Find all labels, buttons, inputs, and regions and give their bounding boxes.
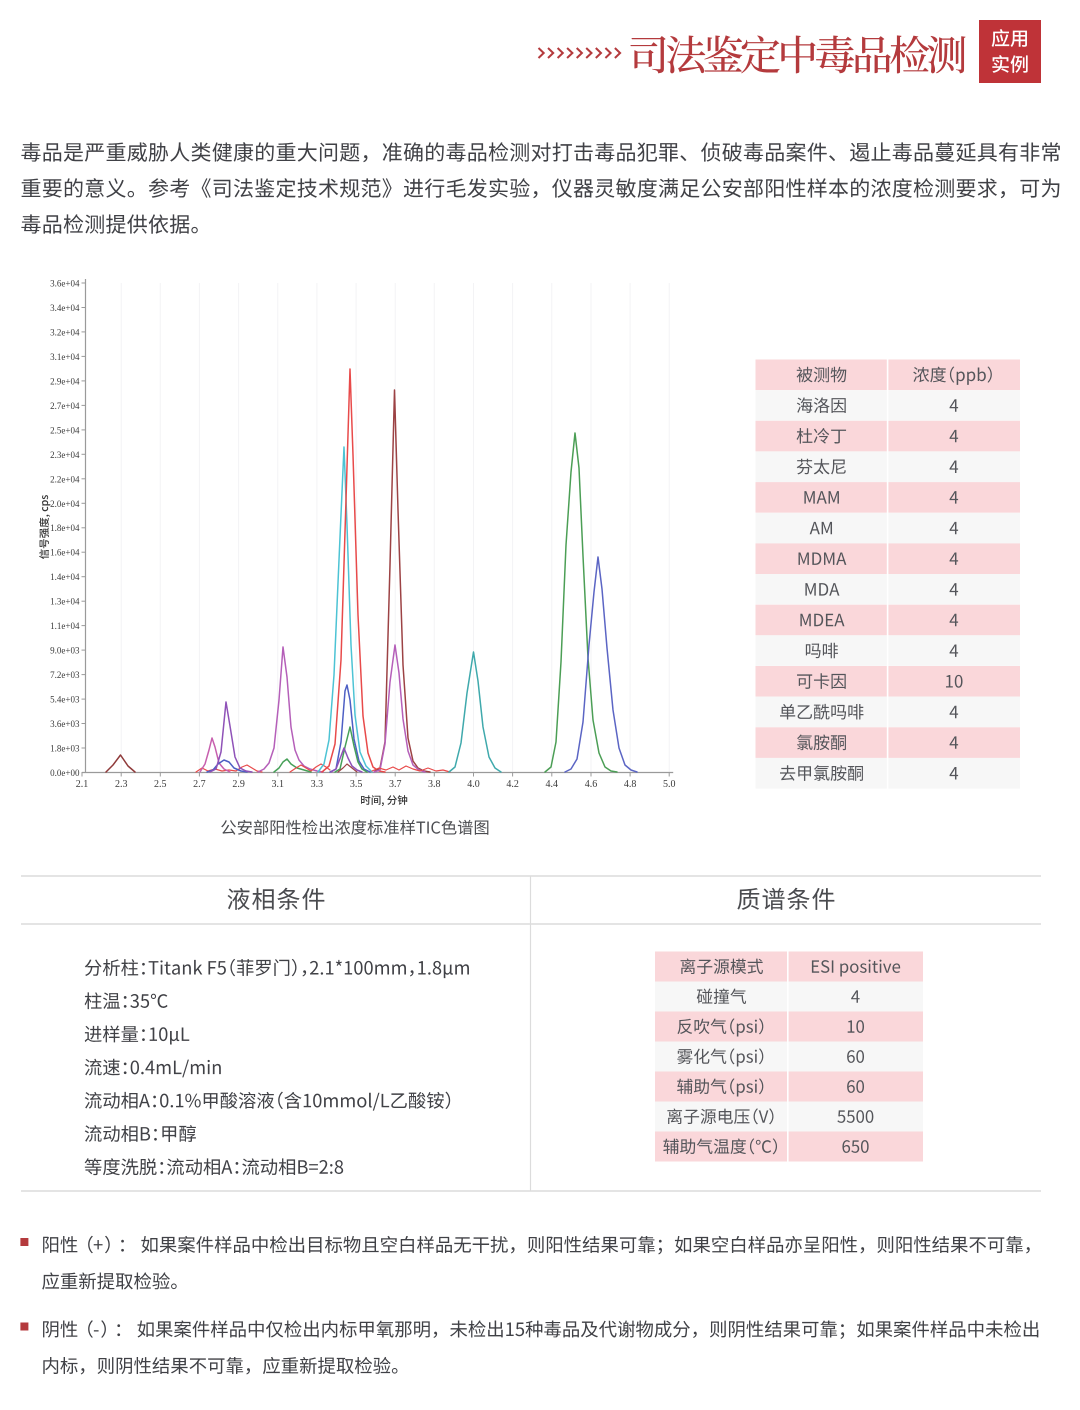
svg-text:1.4e+04: 1.4e+04 bbox=[50, 572, 80, 582]
svg-text:0.0e+00: 0.0e+00 bbox=[50, 768, 80, 778]
svg-text:3.6e+04: 3.6e+04 bbox=[50, 279, 80, 289]
svg-text:4.4: 4.4 bbox=[546, 779, 559, 790]
svg-text:1.6e+04: 1.6e+04 bbox=[50, 548, 80, 558]
svg-text:4.8: 4.8 bbox=[624, 779, 637, 790]
svg-text:2.3e+04: 2.3e+04 bbox=[50, 450, 80, 460]
svg-text:2.7: 2.7 bbox=[193, 779, 206, 790]
svg-text:3.1e+04: 3.1e+04 bbox=[50, 352, 80, 362]
svg-text:2.3: 2.3 bbox=[115, 779, 128, 790]
svg-text:2.9e+04: 2.9e+04 bbox=[50, 376, 80, 386]
svg-text:1.8e+04: 1.8e+04 bbox=[50, 523, 80, 533]
svg-text:4.6: 4.6 bbox=[585, 779, 598, 790]
svg-text:2.0e+04: 2.0e+04 bbox=[50, 499, 80, 509]
svg-text:1.1e+04: 1.1e+04 bbox=[50, 621, 80, 631]
svg-text:1.3e+04: 1.3e+04 bbox=[50, 597, 80, 607]
svg-text:7.2e+03: 7.2e+03 bbox=[50, 670, 80, 680]
svg-text:2.2e+04: 2.2e+04 bbox=[50, 474, 80, 484]
svg-text:2.5e+04: 2.5e+04 bbox=[50, 425, 80, 435]
svg-text:1.8e+03: 1.8e+03 bbox=[50, 744, 80, 754]
svg-text:3.7: 3.7 bbox=[389, 779, 402, 790]
svg-text:3.3: 3.3 bbox=[311, 779, 324, 790]
svg-text:2.1: 2.1 bbox=[76, 779, 89, 790]
svg-text:4.2: 4.2 bbox=[506, 779, 519, 790]
svg-text:3.5: 3.5 bbox=[350, 779, 363, 790]
svg-text:2.9: 2.9 bbox=[232, 779, 245, 790]
svg-text:2.5: 2.5 bbox=[154, 779, 167, 790]
svg-text:9.0e+03: 9.0e+03 bbox=[50, 646, 80, 656]
svg-text:5.4e+03: 5.4e+03 bbox=[50, 695, 80, 705]
svg-text:3.8: 3.8 bbox=[428, 779, 441, 790]
svg-text:3.6e+03: 3.6e+03 bbox=[50, 719, 80, 729]
svg-text:5.0: 5.0 bbox=[663, 779, 676, 790]
svg-text:3.4e+04: 3.4e+04 bbox=[50, 303, 80, 313]
svg-text:3.2e+04: 3.2e+04 bbox=[50, 327, 80, 337]
svg-text:2.7e+04: 2.7e+04 bbox=[50, 401, 80, 411]
svg-text:3.1: 3.1 bbox=[272, 779, 285, 790]
svg-text:4.0: 4.0 bbox=[467, 779, 480, 790]
